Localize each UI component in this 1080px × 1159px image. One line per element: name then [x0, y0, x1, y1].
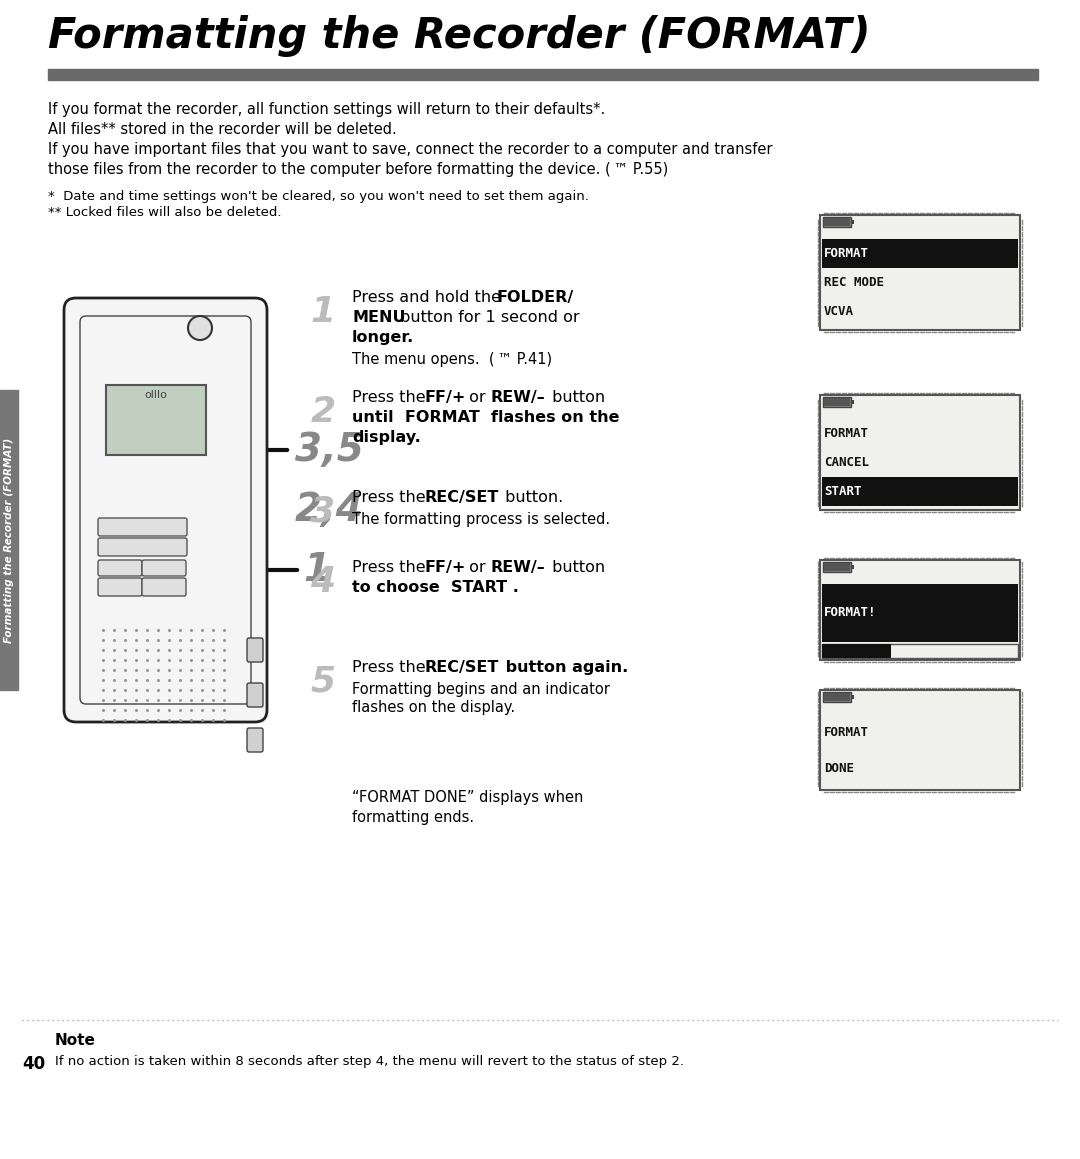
- FancyBboxPatch shape: [98, 560, 141, 576]
- Bar: [820, 395, 1020, 510]
- Text: If no action is taken within 8 seconds after step 4, the menu will revert to the: If no action is taken within 8 seconds a…: [55, 1055, 684, 1067]
- Text: “FORMAT DONE” displays when: “FORMAT DONE” displays when: [352, 790, 583, 806]
- Bar: [822, 584, 1018, 642]
- FancyBboxPatch shape: [64, 298, 267, 722]
- Text: button: button: [546, 389, 605, 404]
- Text: REC MODE: REC MODE: [824, 276, 885, 289]
- Text: or: or: [464, 560, 490, 575]
- FancyBboxPatch shape: [141, 560, 186, 576]
- FancyBboxPatch shape: [247, 728, 264, 752]
- Text: CANCEL: CANCEL: [824, 455, 869, 469]
- Text: 4: 4: [310, 564, 336, 599]
- Bar: [851, 695, 854, 699]
- Text: 1: 1: [310, 296, 336, 329]
- Text: formatting ends.: formatting ends.: [352, 810, 474, 825]
- Bar: [822, 239, 1018, 268]
- Bar: [823, 562, 851, 573]
- Text: Note: Note: [55, 1033, 96, 1048]
- Text: 40: 40: [22, 1055, 45, 1073]
- Bar: [820, 560, 1020, 659]
- Text: 1: 1: [303, 551, 330, 589]
- Text: VCVA: VCVA: [824, 305, 854, 318]
- Bar: [822, 644, 1018, 658]
- Bar: [0, 389, 18, 690]
- Text: FOLDER/: FOLDER/: [497, 290, 575, 305]
- Bar: [824, 218, 850, 226]
- FancyBboxPatch shape: [98, 578, 141, 596]
- Bar: [820, 690, 1020, 790]
- Text: *  Date and time settings won't be cleared, so you won't need to set them again.: * Date and time settings won't be cleare…: [48, 190, 589, 203]
- Text: All files** stored in the recorder will be deleted.: All files** stored in the recorder will …: [48, 122, 396, 137]
- Text: START: START: [824, 484, 862, 498]
- Text: REW/–: REW/–: [490, 389, 544, 404]
- Text: 3,5: 3,5: [295, 431, 364, 469]
- Bar: [824, 398, 850, 406]
- Bar: [106, 385, 206, 455]
- Text: If you have important files that you want to save, connect the recorder to a com: If you have important files that you wan…: [48, 143, 772, 156]
- Text: 3: 3: [310, 495, 336, 529]
- Bar: [823, 398, 851, 407]
- Text: button for 1 second or: button for 1 second or: [395, 309, 580, 325]
- Text: ** Locked files will also be deleted.: ** Locked files will also be deleted.: [48, 206, 282, 219]
- FancyBboxPatch shape: [247, 683, 264, 707]
- Text: olllo: olllo: [145, 389, 167, 400]
- Text: DONE: DONE: [824, 761, 854, 774]
- FancyBboxPatch shape: [247, 637, 264, 662]
- Text: Formatting begins and an indicator: Formatting begins and an indicator: [352, 681, 610, 697]
- Text: button: button: [546, 560, 605, 575]
- Text: Formatting the Recorder (FORMAT): Formatting the Recorder (FORMAT): [4, 437, 14, 642]
- Text: Press the: Press the: [352, 389, 431, 404]
- Text: If you format the recorder, all function settings will return to their defaults*: If you format the recorder, all function…: [48, 102, 605, 117]
- Text: until  FORMAT  flashes on the: until FORMAT flashes on the: [352, 410, 620, 425]
- Bar: [823, 692, 851, 702]
- Text: display.: display.: [352, 430, 421, 445]
- Text: FORMAT!: FORMAT!: [824, 606, 877, 620]
- Bar: [824, 693, 850, 701]
- Text: those files from the recorder to the computer before formatting the device. ( ™ : those files from the recorder to the com…: [48, 162, 669, 177]
- Text: Press and hold the: Press and hold the: [352, 290, 507, 305]
- Text: Formatting the Recorder (FORMAT): Formatting the Recorder (FORMAT): [48, 15, 870, 57]
- FancyBboxPatch shape: [98, 538, 187, 556]
- Text: The menu opens.  ( ™ P.41): The menu opens. ( ™ P.41): [352, 352, 552, 367]
- Text: to choose  START .: to choose START .: [352, 580, 518, 595]
- Bar: [851, 564, 854, 569]
- Text: 2: 2: [310, 395, 336, 429]
- Text: flashes on the display.: flashes on the display.: [352, 700, 515, 715]
- Text: Press the: Press the: [352, 560, 431, 575]
- Text: or: or: [464, 389, 490, 404]
- Text: Press the: Press the: [352, 490, 431, 505]
- Bar: [851, 220, 854, 224]
- Text: Press the: Press the: [352, 659, 431, 675]
- Text: FORMAT: FORMAT: [824, 427, 869, 440]
- FancyBboxPatch shape: [141, 578, 186, 596]
- Bar: [823, 217, 851, 227]
- Text: FORMAT: FORMAT: [824, 726, 869, 738]
- Text: REC/SET: REC/SET: [426, 490, 499, 505]
- Text: FF/+: FF/+: [426, 560, 467, 575]
- Text: longer.: longer.: [352, 330, 415, 345]
- Text: button again.: button again.: [500, 659, 629, 675]
- Text: REC/SET: REC/SET: [426, 659, 499, 675]
- Text: The formatting process is selected.: The formatting process is selected.: [352, 512, 610, 527]
- Bar: [822, 644, 891, 658]
- Bar: [820, 216, 1020, 330]
- Text: button.: button.: [500, 490, 564, 505]
- Bar: [824, 563, 850, 571]
- Text: MENU: MENU: [352, 309, 405, 325]
- Text: FORMAT: FORMAT: [824, 247, 869, 260]
- Bar: [48, 70, 1038, 80]
- Text: 2,4: 2,4: [295, 491, 364, 529]
- FancyBboxPatch shape: [98, 518, 187, 535]
- Text: FF/+: FF/+: [426, 389, 467, 404]
- Text: 5: 5: [310, 665, 336, 699]
- Bar: [822, 478, 1018, 506]
- Circle shape: [188, 316, 212, 340]
- Text: REW/–: REW/–: [490, 560, 544, 575]
- Bar: [851, 400, 854, 404]
